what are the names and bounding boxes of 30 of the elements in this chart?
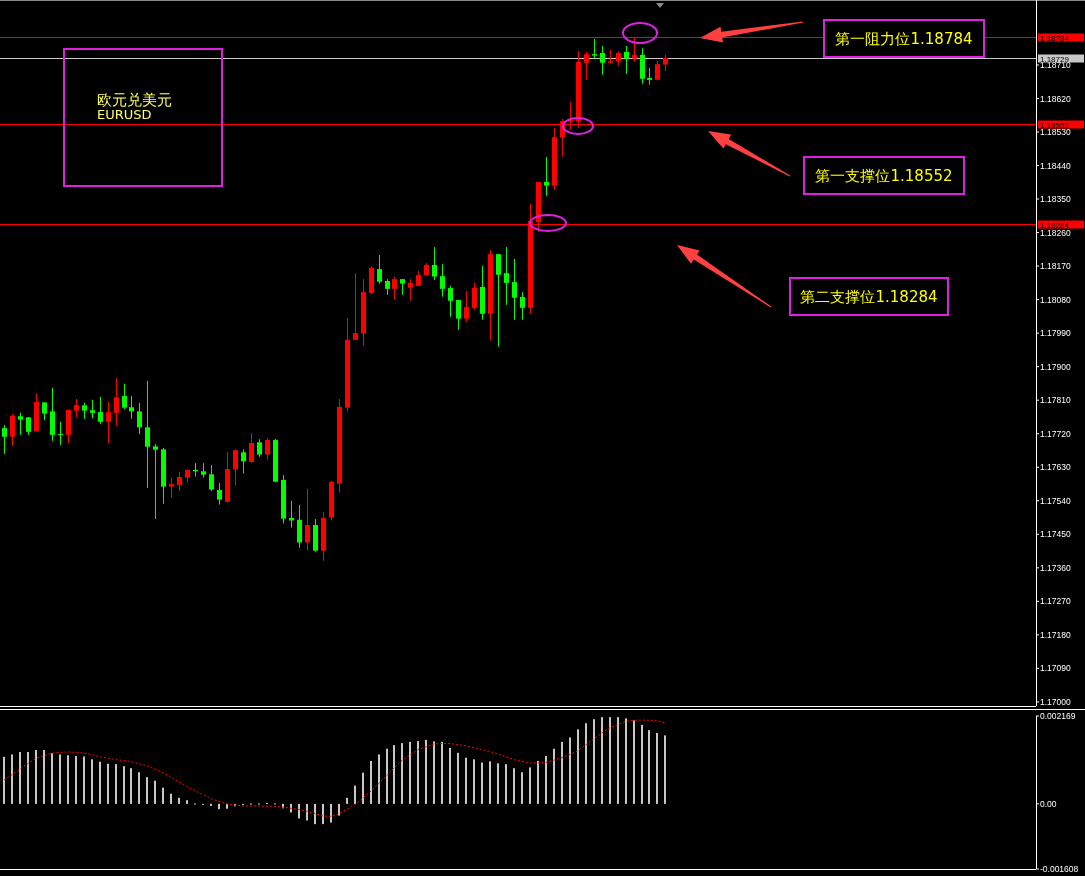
- y-tick-label: 1.17900: [1040, 361, 1071, 372]
- annotation: 第一支撑位1.18552: [815, 166, 953, 185]
- ref-line-label: 1.18284: [1040, 220, 1070, 230]
- y-tick-label: 1.17450: [1040, 529, 1071, 540]
- y-tick-label: 1.18170: [1040, 261, 1071, 272]
- y-tick-label: 1.18620: [1040, 93, 1071, 104]
- y-tick-label: 1.18350: [1040, 194, 1071, 205]
- text: 欧元兑美元: [97, 91, 172, 109]
- y-tick-label: 1.17360: [1040, 562, 1071, 573]
- y-tick-label: 1.17810: [1040, 395, 1071, 406]
- y-tick-label: 1.17090: [1040, 663, 1071, 674]
- annotation: 第一阻力位1.18784: [835, 29, 973, 48]
- y-tick-label: -0.001608: [1040, 864, 1079, 875]
- y-tick-label: 1.18530: [1040, 127, 1071, 138]
- y-tick-label: 1.18260: [1040, 227, 1071, 238]
- text: EURUSD: [97, 107, 152, 122]
- y-tick-label: 1.18080: [1040, 294, 1071, 305]
- annotation: 第二支撑位1.18284: [800, 287, 938, 306]
- y-tick-label: 0.002169: [1040, 711, 1076, 722]
- y-tick-label: 1.18440: [1040, 160, 1071, 171]
- y-tick-label: 1.17540: [1040, 495, 1071, 506]
- y-tick-label: 1.17990: [1040, 328, 1071, 339]
- y-tick-label: 0.00: [1040, 798, 1057, 809]
- y-tick-label: 1.17630: [1040, 462, 1071, 473]
- y-tick-label: 1.17180: [1040, 629, 1071, 640]
- y-tick-label: 1.17720: [1040, 428, 1071, 439]
- y-tick-label: 1.17270: [1040, 596, 1071, 607]
- ref-line-label: 1.18784: [1040, 33, 1070, 43]
- ref-line-label: 1.18552: [1040, 120, 1070, 130]
- y-tick-label: 1.17000: [1040, 696, 1071, 707]
